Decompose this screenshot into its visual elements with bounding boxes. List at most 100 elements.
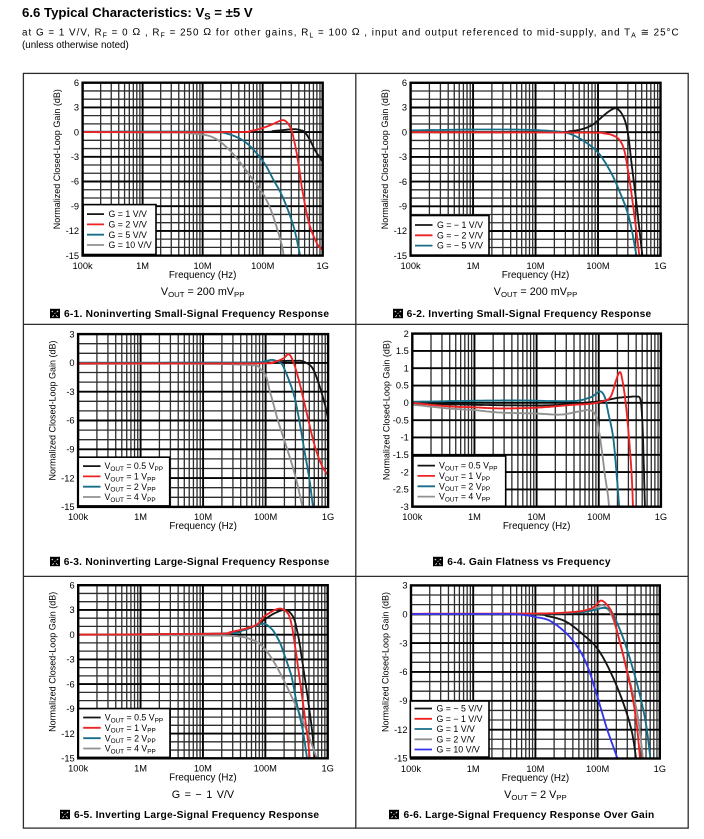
svg-text:10M: 10M (526, 261, 544, 271)
svg-text:VOUT​ = 0.5 VPP: VOUT​ = 0.5 VPP (439, 461, 497, 473)
svg-text:100M: 100M (254, 764, 277, 774)
svg-text:1G: 1G (316, 261, 328, 271)
svg-text:Normalized Closed-Loop Gain (d: Normalized Closed-Loop Gain (dB) (380, 592, 390, 732)
svg-text:Frequency (Hz): Frequency (Hz) (503, 521, 571, 532)
svg-text:2: 2 (404, 329, 409, 339)
svg-text:1M: 1M (134, 764, 147, 774)
svg-text:0: 0 (70, 630, 75, 640)
svg-text:100M: 100M (251, 261, 274, 271)
svg-text:-3: -3 (401, 502, 409, 512)
svg-text:100M: 100M (587, 512, 610, 522)
svg-text:-12: -12 (394, 226, 407, 236)
svg-text:VOUT​ = 0.5 VPP: VOUT​ = 0.5 VPP (105, 713, 163, 725)
svg-text:VOUT​ = 1 VPP: VOUT​ = 1 VPP (439, 471, 490, 483)
svg-text:G = 5 V/V: G = 5 V/V (109, 230, 148, 240)
svg-text:1M: 1M (467, 261, 480, 271)
svg-text:0: 0 (69, 358, 74, 368)
svg-text:Normalized Closed-Loop Gain (d: Normalized Closed-Loop Gain (dB) (52, 89, 62, 229)
svg-text:-6: -6 (399, 667, 407, 677)
svg-text:-1: -1 (401, 433, 409, 443)
svg-text:Normalized Closed-Loop Gain (d: Normalized Closed-Loop Gain (dB) (382, 340, 392, 480)
svg-text:6: 6 (402, 78, 407, 88)
svg-text:-6: -6 (66, 679, 74, 689)
svg-text:1M: 1M (134, 512, 147, 522)
svg-text:-3: -3 (399, 152, 407, 162)
svg-text:-3: -3 (71, 152, 79, 162)
svg-text:VOUT​ = 0.5 VPP: VOUT​ = 0.5 VPP (105, 461, 163, 473)
svg-text:3: 3 (402, 103, 407, 113)
svg-text:3: 3 (402, 581, 407, 591)
svg-text:VOUT​ = 1 VPP: VOUT​ = 1 VPP (105, 723, 156, 735)
svg-text:1G: 1G (654, 764, 666, 774)
svg-text:-2.5: -2.5 (393, 485, 409, 495)
svg-text:G = − 1 V/V: G = − 1 V/V (437, 714, 483, 724)
svg-text:G = 2 V/V: G = 2 V/V (109, 220, 148, 230)
svg-text:1: 1 (404, 363, 409, 373)
svg-text:100M: 100M (254, 512, 277, 522)
svg-text:G = 2 V/V: G = 2 V/V (437, 734, 476, 744)
svg-text:3: 3 (69, 329, 74, 339)
svg-text:10M: 10M (526, 764, 544, 774)
svg-text:VOUT​ = 1 VPP: VOUT​ = 1 VPP (105, 472, 156, 484)
svg-text:Normalized Closed-Loop Gain (d: Normalized Closed-Loop Gain (dB) (48, 340, 58, 480)
svg-text:VOUT​ = 4 VPP: VOUT​ = 4 VPP (439, 492, 490, 504)
svg-text:VOUT​ = 4 VPP: VOUT​ = 4 VPP (105, 492, 156, 504)
svg-text:1G: 1G (322, 512, 334, 522)
svg-text:-12: -12 (394, 725, 407, 735)
svg-text:1M: 1M (468, 512, 481, 522)
svg-text:-15: -15 (61, 754, 74, 764)
svg-text:Frequency (Hz): Frequency (Hz) (169, 270, 237, 281)
svg-text:1G: 1G (321, 764, 333, 774)
svg-text:1G: 1G (654, 261, 666, 271)
svg-text:Frequency (Hz): Frequency (Hz) (169, 773, 237, 784)
svg-text:G = 10 V/V: G = 10 V/V (109, 240, 152, 250)
svg-text:-9: -9 (399, 696, 407, 706)
svg-text:-12: -12 (61, 473, 74, 483)
svg-text:-1.5: -1.5 (393, 450, 409, 460)
svg-text:0: 0 (404, 398, 409, 408)
svg-text:-9: -9 (66, 445, 74, 455)
svg-text:-9: -9 (66, 704, 74, 714)
svg-text:G = 1 V/V: G = 1 V/V (109, 209, 148, 219)
svg-text:G = − 5 V/V: G = − 5 V/V (437, 704, 483, 714)
svg-text:-9: -9 (399, 202, 407, 212)
svg-text:0: 0 (402, 127, 407, 137)
svg-text:100k: 100k (401, 261, 422, 271)
svg-text:100M: 100M (586, 764, 609, 774)
svg-text:G = 1 V/V: G = 1 V/V (437, 724, 476, 734)
svg-text:G = − 1 V/V: G = − 1 V/V (437, 220, 483, 230)
svg-text:100k: 100k (73, 261, 94, 271)
svg-text:100k: 100k (401, 764, 422, 774)
svg-text:-12: -12 (66, 226, 79, 236)
svg-text:100k: 100k (402, 512, 423, 522)
svg-text:-15: -15 (66, 251, 79, 261)
svg-text:10M: 10M (194, 261, 212, 271)
svg-text:1M: 1M (467, 764, 480, 774)
svg-text:-9: -9 (71, 201, 79, 211)
svg-text:-3: -3 (66, 655, 74, 665)
svg-text:G = 10 V/V: G = 10 V/V (437, 745, 480, 755)
svg-text:10M: 10M (194, 512, 212, 522)
svg-text:VOUT​ = 2 VPP: VOUT​ = 2 VPP (105, 733, 156, 745)
svg-text:10M: 10M (528, 512, 546, 522)
svg-text:3: 3 (74, 103, 79, 113)
svg-text:100k: 100k (68, 764, 89, 774)
svg-text:10M: 10M (194, 764, 212, 774)
svg-text:3: 3 (70, 605, 75, 615)
svg-text:Normalized Closed-Loop Gain (d: Normalized Closed-Loop Gain (dB) (380, 89, 390, 229)
svg-text:100k: 100k (68, 512, 89, 522)
svg-text:G = − 2 V/V: G = − 2 V/V (437, 230, 483, 240)
svg-text:-12: -12 (61, 729, 74, 739)
svg-text:-3: -3 (66, 387, 74, 397)
svg-text:VOUT​ = 2 VPP: VOUT​ = 2 VPP (439, 481, 490, 493)
svg-text:0: 0 (402, 609, 407, 619)
svg-text:-2: -2 (401, 467, 409, 477)
svg-text:100M: 100M (586, 261, 609, 271)
svg-text:-3: -3 (399, 638, 407, 648)
svg-text:1G: 1G (655, 512, 667, 522)
svg-text:6: 6 (74, 78, 79, 88)
svg-text:0: 0 (74, 127, 79, 137)
svg-text:-15: -15 (61, 502, 74, 512)
svg-text:-0.5: -0.5 (393, 415, 409, 425)
svg-text:-15: -15 (394, 754, 407, 764)
